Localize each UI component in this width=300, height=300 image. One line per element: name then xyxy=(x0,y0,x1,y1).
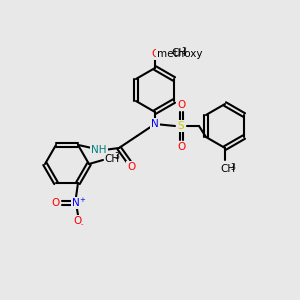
Text: O: O xyxy=(151,49,159,59)
Text: O: O xyxy=(127,162,135,172)
Text: CH: CH xyxy=(171,48,186,58)
Text: methoxy: methoxy xyxy=(157,49,203,59)
Text: O: O xyxy=(177,142,185,152)
Text: 3: 3 xyxy=(114,152,119,161)
Text: 3: 3 xyxy=(181,47,186,56)
Text: O: O xyxy=(74,216,82,226)
Text: 3: 3 xyxy=(230,163,235,172)
Text: O: O xyxy=(51,198,59,208)
Text: CH: CH xyxy=(220,164,235,174)
Text: -: - xyxy=(81,221,83,227)
Text: S: S xyxy=(178,121,184,131)
Text: CH: CH xyxy=(104,154,119,164)
Text: NH: NH xyxy=(91,145,107,155)
Text: O: O xyxy=(177,100,185,110)
Text: +: + xyxy=(79,197,85,203)
Text: N: N xyxy=(72,198,80,208)
Text: N: N xyxy=(151,119,159,129)
